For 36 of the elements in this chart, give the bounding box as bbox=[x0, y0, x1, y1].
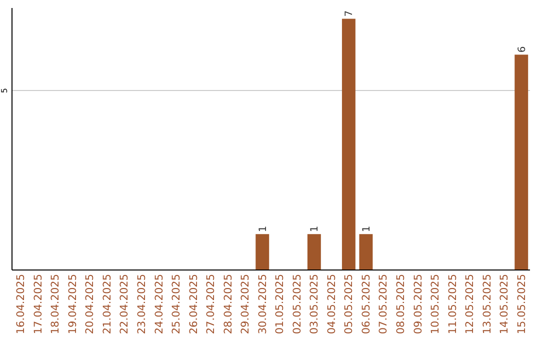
x-tick-label: 27.04.2025 bbox=[205, 274, 218, 334]
x-tick-label: 12.05.2025 bbox=[464, 274, 476, 334]
x-tick-label: 19.04.2025 bbox=[66, 274, 79, 334]
data-label: 7 bbox=[344, 10, 356, 17]
x-tick-label: 02.05.2025 bbox=[291, 274, 304, 334]
data-label: 1 bbox=[258, 226, 269, 232]
x-tick-label: 05.05.2025 bbox=[343, 274, 356, 334]
data-label: 1 bbox=[310, 226, 321, 232]
x-tick-label: 16.04.2025 bbox=[15, 274, 28, 334]
x-tick-label: 04.05.2025 bbox=[326, 274, 338, 334]
data-label: 6 bbox=[516, 46, 528, 53]
x-tick-label: 22.04.2025 bbox=[118, 274, 131, 334]
x-tick-label: 25.04.2025 bbox=[170, 274, 183, 334]
x-tick-label: 23.04.2025 bbox=[136, 274, 148, 334]
x-tick-label: 13.05.2025 bbox=[481, 274, 494, 334]
x-tick-label: 08.05.2025 bbox=[395, 274, 407, 334]
x-tick-label: 06.05.2025 bbox=[360, 274, 372, 334]
x-tick-label: 11.05.2025 bbox=[446, 274, 459, 334]
x-tick-label: 09.05.2025 bbox=[412, 274, 424, 334]
data-label: 1 bbox=[361, 226, 372, 232]
x-tick-label: 07.05.2025 bbox=[378, 274, 390, 334]
x-tick-label: 17.04.2025 bbox=[32, 274, 44, 334]
x-tick-label: 10.05.2025 bbox=[430, 274, 442, 334]
x-tick-label: 28.04.2025 bbox=[222, 274, 234, 334]
x-tick-label: 14.05.2025 bbox=[498, 274, 511, 334]
x-tick-label: 03.05.2025 bbox=[308, 274, 321, 334]
x-tick-label: 15.05.2025 bbox=[516, 274, 528, 334]
x-tick-label: 29.04.2025 bbox=[240, 274, 252, 334]
x-tick-label: 26.04.2025 bbox=[188, 274, 200, 334]
x-tick-label: 21.04.2025 bbox=[101, 274, 114, 334]
x-tick-label: 24.04.2025 bbox=[153, 274, 166, 334]
ref-line-label: 5 bbox=[0, 88, 9, 94]
x-tick-label: 18.04.2025 bbox=[50, 274, 62, 334]
x-tick-label: 30.04.2025 bbox=[256, 274, 269, 334]
x-tick-label: 01.05.2025 bbox=[274, 274, 286, 334]
x-tick-label: 20.04.2025 bbox=[84, 274, 96, 334]
